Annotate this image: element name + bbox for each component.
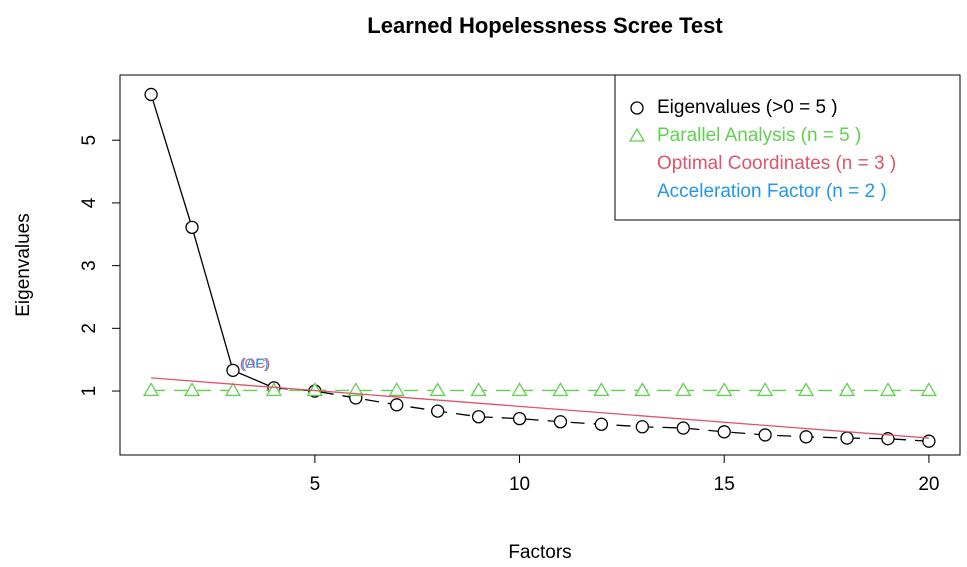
parallel-point: [347, 382, 364, 397]
parallel-point: [552, 382, 569, 397]
oc-line: [151, 377, 929, 439]
legend-label: Acceleration Factor (n = 2 ): [657, 181, 887, 202]
legend-label: Parallel Analysis (n = 5 ): [657, 125, 861, 146]
eigen-point: [512, 411, 527, 426]
annotation: (AF): [241, 355, 268, 371]
eigen-point: [431, 404, 445, 418]
eigen-point: [185, 220, 199, 235]
parallel-point: [879, 382, 897, 397]
eigen-point: [676, 421, 690, 435]
legend-label: Optimal Coordinates (n = 3 ): [657, 153, 896, 174]
eigen-point: [635, 420, 649, 434]
y-axis-label: Eigenvalues: [13, 213, 34, 317]
x-tick-label: 20: [918, 474, 939, 495]
parallel-point: [838, 382, 856, 397]
legend-marker: [630, 101, 644, 115]
eigen-point: [144, 87, 158, 102]
parallel-point: [388, 382, 405, 397]
annotation: (OC): [240, 355, 270, 371]
x-tick-label: 10: [509, 474, 530, 495]
eigen-point: [758, 428, 772, 442]
eigen-line-solid: [150, 94, 275, 389]
eigen-point: [717, 425, 731, 439]
plot-box: [119, 74, 961, 456]
parallel-point: [306, 382, 323, 397]
parallel-point: [920, 382, 938, 397]
y-tick-label: 5: [79, 135, 100, 146]
parallel-point: [429, 382, 446, 397]
eigen-point: [799, 430, 813, 444]
parallel-point: [142, 382, 160, 397]
x-axis-label: Factors: [508, 542, 571, 563]
parallel-point: [716, 382, 733, 397]
chart-title: Learned Hopelessness Scree Test: [367, 13, 723, 38]
eigen-point: [471, 410, 486, 424]
y-tick-label: 3: [79, 260, 100, 271]
x-tick-label: 15: [714, 474, 735, 495]
parallel-point: [757, 382, 774, 397]
eigen-point: [594, 417, 609, 431]
legend-box: [614, 74, 961, 221]
parallel-point: [593, 382, 610, 397]
y-tick-label: 4: [79, 197, 100, 208]
parallel-point: [797, 382, 815, 397]
parallel-point: [224, 382, 242, 397]
parallel-point: [511, 382, 528, 397]
eigen-point: [840, 431, 854, 445]
parallel-point: [183, 382, 201, 397]
eigen-point: [922, 434, 936, 448]
legend-label: Eigenvalues (>0 = 5 ): [657, 97, 838, 118]
eigen-point: [553, 415, 568, 429]
y-tick-label: 1: [79, 386, 100, 397]
x-tick-label: 5: [310, 474, 321, 495]
parallel-point: [470, 382, 487, 397]
y-tick-label: 2: [79, 323, 100, 334]
parallel-point: [634, 382, 651, 397]
parallel-point: [265, 382, 283, 397]
parallel-point: [675, 382, 692, 397]
eigen-point: [390, 398, 404, 412]
eigen-point: [226, 363, 240, 377]
legend-marker: [628, 127, 646, 142]
